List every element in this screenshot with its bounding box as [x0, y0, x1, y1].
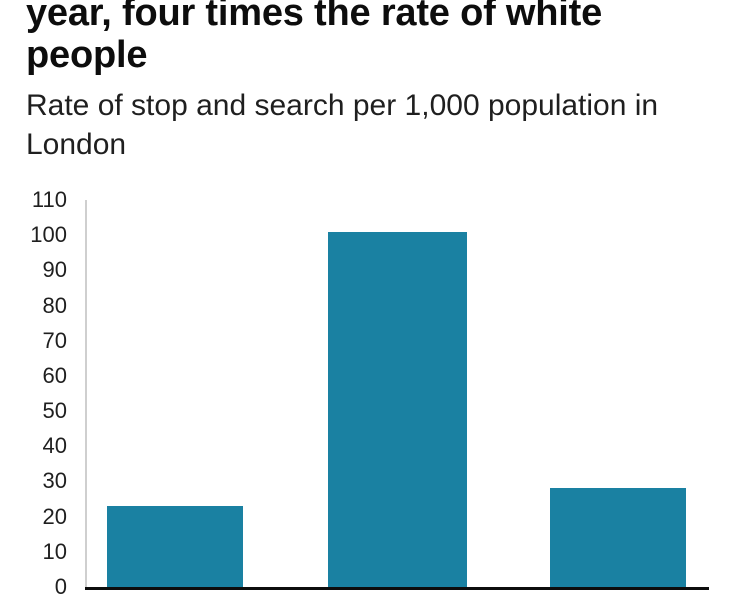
y-tick-label: 30: [42, 468, 67, 494]
x-axis-baseline: [85, 587, 709, 590]
y-tick-label: 60: [42, 362, 67, 388]
headline: year, four times the rate of white peopl…: [26, 0, 603, 76]
plot-area: [85, 200, 709, 590]
bar: [107, 506, 243, 587]
y-axis: 0 10 20 30 40 50 60 70 80 90 100 110: [0, 0, 67, 600]
bar: [328, 232, 467, 587]
y-tick-label: 110: [31, 187, 67, 212]
y-tick-label: 10: [42, 538, 67, 564]
y-tick-label: 90: [42, 257, 67, 283]
y-tick-label: 0: [54, 574, 67, 599]
chart-header: year, four times the rate of white peopl…: [26, 0, 716, 164]
y-tick-label: 50: [42, 398, 67, 424]
y-tick-label: 70: [42, 327, 67, 353]
y-tick-label: 100: [30, 222, 67, 248]
y-tick-label: 80: [42, 292, 67, 318]
y-tick-label: 20: [42, 503, 67, 529]
y-tick-label: 40: [42, 433, 67, 459]
bar: [550, 488, 686, 587]
chart-subtitle: Rate of stop and search per 1,000 popula…: [26, 89, 659, 161]
